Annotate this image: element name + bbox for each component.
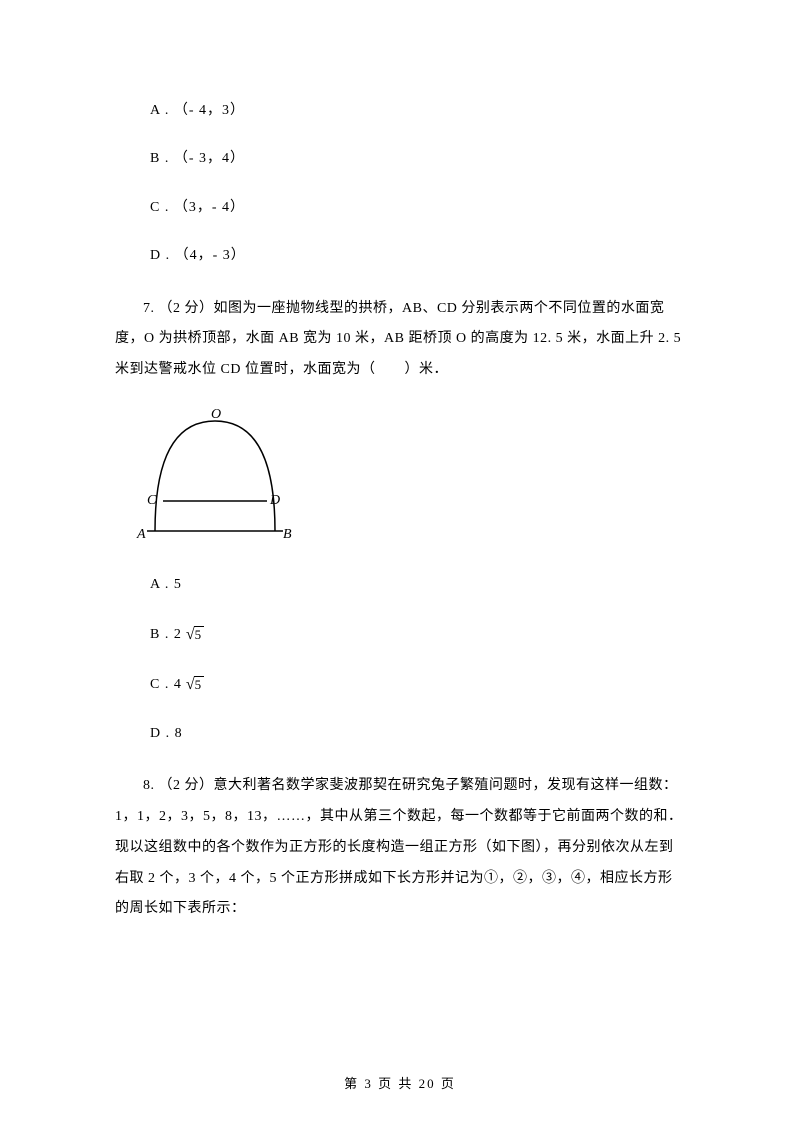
question-7-figure: O C D A B: [135, 406, 685, 554]
question-7-text: 7. （2 分）如图为一座抛物线型的拱桥，AB、CD 分别表示两个不同位置的水面…: [115, 294, 685, 386]
svg-text:B: B: [283, 527, 292, 542]
q7-option-b-radicand: 5: [194, 626, 205, 643]
q7-option-d: D . 8: [150, 723, 685, 745]
svg-text:A: A: [136, 527, 146, 542]
question-8-text: 8. （2 分）意大利著名数学家斐波那契在研究兔子繁殖问题时，发现有这样一组数：…: [115, 771, 685, 925]
option-c: C . （3，- 4）: [150, 197, 685, 219]
svg-text:D: D: [269, 493, 280, 508]
svg-text:O: O: [211, 407, 221, 422]
q7-option-b: B . 2 √ 5: [150, 623, 685, 647]
question-8-line1: 8. （2 分）意大利著名数学家斐波那契在研究兔子繁殖问题时，发现有这样一组数：: [115, 771, 685, 802]
question-8-rest: 1，1，2，3，5，8，13，……，其中从第三个数起，每一个数都等于它前面两个数…: [115, 809, 683, 916]
option-d: D . （4，- 3）: [150, 245, 685, 267]
option-b: B . （- 3，4）: [150, 148, 685, 170]
q7-option-b-prefix: B . 2: [150, 624, 182, 646]
q7-option-c-radicand: 5: [194, 676, 205, 693]
page-footer: 第 3 页 共 20 页: [0, 1073, 800, 1092]
sqrt-icon: √ 5: [186, 626, 204, 643]
sqrt-icon: √ 5: [186, 676, 204, 693]
svg-text:C: C: [147, 493, 157, 508]
q7-option-c-prefix: C . 4: [150, 674, 182, 696]
option-a: A . （- 4，3）: [150, 100, 685, 122]
q7-option-c: C . 4 √ 5: [150, 673, 685, 697]
q7-option-a: A . 5: [150, 574, 685, 596]
